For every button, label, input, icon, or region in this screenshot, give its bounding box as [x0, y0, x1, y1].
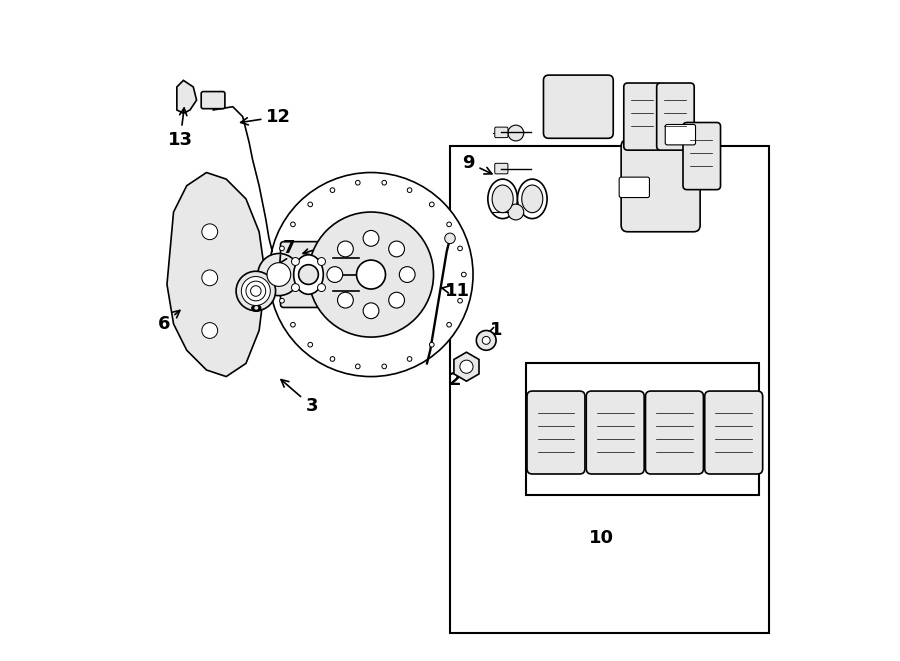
Circle shape: [389, 292, 404, 308]
Circle shape: [202, 323, 218, 338]
FancyBboxPatch shape: [619, 177, 650, 198]
Text: 11: 11: [442, 282, 471, 300]
FancyBboxPatch shape: [495, 163, 508, 174]
Circle shape: [356, 260, 385, 289]
Circle shape: [400, 266, 415, 282]
FancyBboxPatch shape: [586, 391, 644, 474]
Circle shape: [508, 125, 524, 141]
Ellipse shape: [330, 357, 335, 362]
Circle shape: [389, 241, 404, 257]
Text: 1: 1: [487, 321, 502, 340]
Ellipse shape: [382, 364, 386, 369]
Text: 13: 13: [167, 108, 193, 149]
Ellipse shape: [408, 357, 412, 362]
Polygon shape: [167, 173, 266, 377]
Ellipse shape: [291, 323, 295, 327]
FancyBboxPatch shape: [645, 391, 704, 474]
Ellipse shape: [280, 298, 284, 303]
Ellipse shape: [446, 222, 452, 227]
FancyBboxPatch shape: [527, 391, 585, 474]
Circle shape: [327, 266, 343, 282]
Circle shape: [318, 258, 326, 266]
Circle shape: [269, 173, 473, 377]
Ellipse shape: [446, 323, 452, 327]
Text: 9: 9: [463, 153, 492, 174]
Text: 12: 12: [240, 108, 292, 126]
Ellipse shape: [462, 272, 466, 277]
Circle shape: [363, 231, 379, 247]
Polygon shape: [176, 81, 196, 113]
Circle shape: [246, 281, 266, 301]
Circle shape: [267, 262, 291, 286]
Ellipse shape: [275, 272, 281, 277]
Circle shape: [460, 360, 473, 373]
Ellipse shape: [291, 222, 295, 227]
Ellipse shape: [308, 342, 312, 347]
FancyBboxPatch shape: [621, 139, 700, 232]
Text: 3: 3: [281, 379, 318, 415]
Circle shape: [202, 224, 218, 240]
Ellipse shape: [492, 185, 513, 213]
Ellipse shape: [308, 202, 312, 207]
Ellipse shape: [522, 185, 543, 213]
Ellipse shape: [382, 180, 386, 185]
Text: 10: 10: [589, 529, 614, 547]
Circle shape: [202, 270, 218, 286]
Text: 2: 2: [449, 364, 464, 389]
Ellipse shape: [458, 246, 463, 251]
Circle shape: [292, 284, 300, 292]
Ellipse shape: [488, 179, 517, 219]
FancyBboxPatch shape: [705, 391, 762, 474]
Circle shape: [241, 276, 270, 305]
Circle shape: [318, 284, 326, 292]
Circle shape: [445, 233, 455, 244]
Bar: [450, 146, 770, 633]
Circle shape: [363, 303, 379, 319]
FancyBboxPatch shape: [683, 122, 721, 190]
Ellipse shape: [330, 188, 335, 192]
Text: 7: 7: [280, 239, 295, 263]
Text: 5: 5: [333, 262, 387, 280]
Text: 6: 6: [158, 311, 180, 333]
Polygon shape: [454, 352, 479, 381]
FancyBboxPatch shape: [281, 242, 337, 307]
Text: 8: 8: [249, 289, 262, 317]
Circle shape: [482, 336, 491, 344]
FancyBboxPatch shape: [624, 83, 662, 150]
FancyBboxPatch shape: [495, 127, 508, 137]
Text: 4: 4: [352, 226, 365, 244]
Circle shape: [508, 204, 524, 220]
Circle shape: [338, 292, 354, 308]
Ellipse shape: [458, 298, 463, 303]
Circle shape: [257, 253, 300, 295]
Ellipse shape: [429, 342, 434, 347]
Circle shape: [476, 330, 496, 350]
Bar: [526, 364, 760, 495]
Ellipse shape: [356, 180, 360, 185]
FancyBboxPatch shape: [202, 92, 225, 108]
Circle shape: [299, 264, 319, 284]
Ellipse shape: [408, 188, 412, 192]
FancyBboxPatch shape: [665, 124, 696, 145]
Ellipse shape: [356, 364, 360, 369]
Circle shape: [292, 258, 300, 266]
FancyBboxPatch shape: [544, 75, 613, 138]
Circle shape: [236, 271, 275, 311]
Ellipse shape: [518, 179, 547, 219]
Ellipse shape: [280, 246, 284, 251]
Ellipse shape: [293, 254, 323, 294]
FancyBboxPatch shape: [657, 83, 694, 150]
Circle shape: [309, 212, 434, 337]
Circle shape: [250, 286, 261, 296]
Circle shape: [338, 241, 354, 257]
Ellipse shape: [429, 202, 434, 207]
